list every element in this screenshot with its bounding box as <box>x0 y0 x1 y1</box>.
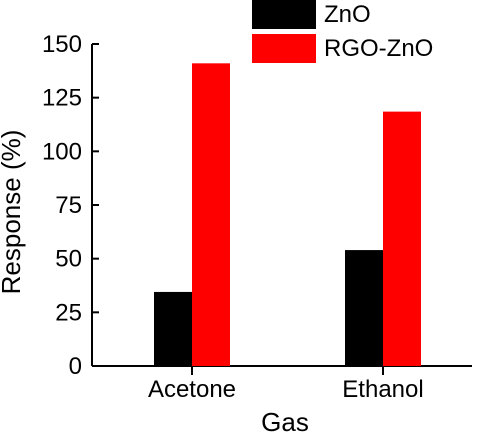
y-tick-label: 50 <box>55 246 82 273</box>
legend: ZnO RGO-ZnO <box>252 0 433 63</box>
y-axis-label: Response (%) <box>0 130 26 295</box>
x-axis-label: Gas <box>261 407 309 436</box>
x-tick-label: Acetone <box>148 376 236 403</box>
legend-label-rgo-zno: RGO-ZnO <box>324 35 433 62</box>
legend-label-zno: ZnO <box>324 1 371 28</box>
y-tick-label: 0 <box>69 353 82 380</box>
y-tick-label: 150 <box>42 31 82 58</box>
y-tick-label: 125 <box>42 85 82 112</box>
x-tick-label: Ethanol <box>342 376 423 403</box>
bar-rgo-zno-acetone <box>192 63 230 366</box>
legend-swatch-rgo-zno <box>252 34 316 63</box>
x-axis-ticks: Acetone Ethanol <box>148 366 424 403</box>
y-tick-label: 100 <box>42 138 82 165</box>
y-tick-label: 75 <box>55 192 82 219</box>
bar-zno-acetone <box>154 291 192 366</box>
legend-swatch-zno <box>252 0 316 29</box>
y-tick-label: 25 <box>55 299 82 326</box>
bars-group <box>154 63 421 367</box>
y-axis-ticks: 0 25 50 75 100 125 150 <box>42 31 99 380</box>
bar-rgo-zno-ethanol <box>383 111 421 367</box>
bar-zno-ethanol <box>345 250 383 366</box>
